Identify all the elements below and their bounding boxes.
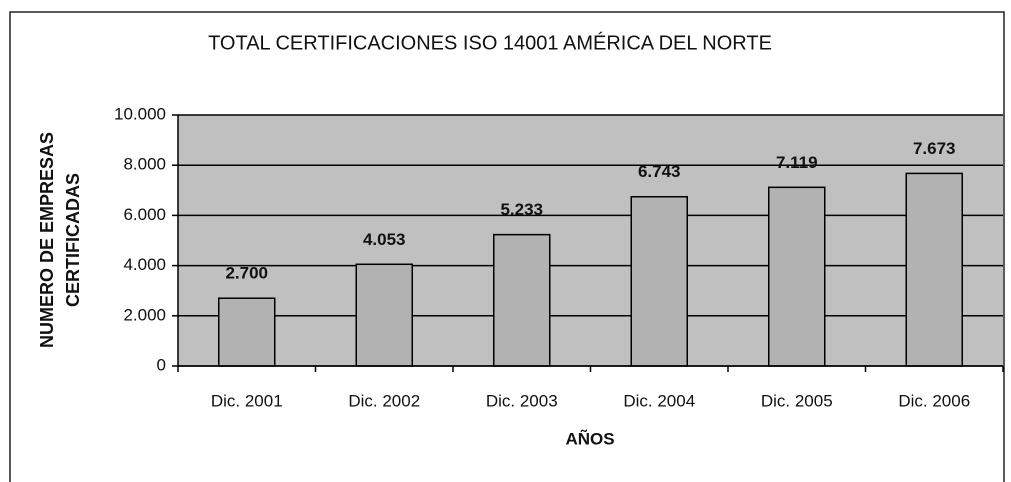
- x-tick-label: Dic. 2005: [761, 391, 833, 410]
- x-tick-label: Dic. 2001: [211, 391, 283, 410]
- y-tick-label: 0: [157, 355, 166, 374]
- x-tick-label: Dic. 2003: [486, 391, 558, 410]
- chart-border: [9, 11, 1005, 482]
- bar: [905, 172, 963, 367]
- y-tick-label: 6.000: [123, 205, 166, 224]
- x-tick-label: Dic. 2002: [348, 391, 420, 410]
- bar: [218, 297, 276, 367]
- y-tick-label: 8.000: [123, 155, 166, 174]
- data-label: 4.053: [363, 230, 406, 249]
- data-label: 7.673: [913, 139, 956, 158]
- bar: [630, 196, 688, 367]
- bar: [768, 186, 826, 367]
- data-label: 2.700: [225, 264, 268, 283]
- x-tick-label: Dic. 2004: [623, 391, 695, 410]
- y-tick-label: 2.000: [123, 305, 166, 324]
- data-label: 6.743: [638, 162, 681, 181]
- bar: [493, 233, 551, 367]
- plot-area: [178, 115, 1003, 366]
- x-axis-label: AÑOS: [565, 428, 614, 448]
- y-tick-label: 10.000: [114, 104, 166, 123]
- chart-title: TOTAL CERTIFICACIONES ISO 14001 AMÉRICA …: [208, 31, 772, 54]
- y-axis-label: NUMERO DE EMPRESAS: [37, 132, 57, 348]
- y-axis-label: CERTIFICADAS: [63, 173, 83, 307]
- bar: [355, 263, 413, 367]
- y-tick-label: 4.000: [123, 255, 166, 274]
- data-label: 7.119: [776, 153, 818, 172]
- data-label: 5.233: [500, 200, 543, 219]
- x-tick-label: Dic. 2006: [898, 391, 970, 410]
